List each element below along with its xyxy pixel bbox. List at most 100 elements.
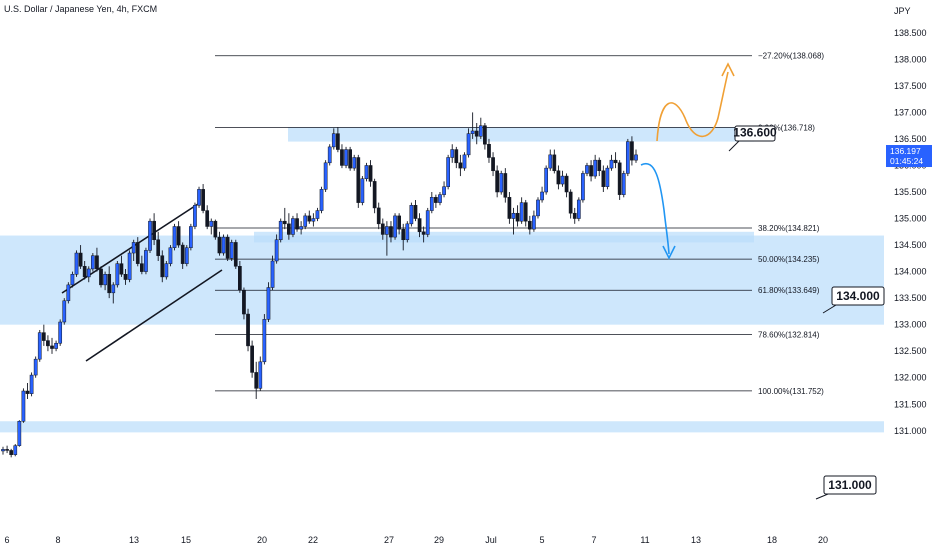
candle-body[interactable] [454, 149, 459, 164]
candle-body[interactable] [613, 159, 618, 164]
candle-body[interactable] [86, 268, 91, 278]
candle-body[interactable] [327, 146, 332, 164]
candle-body[interactable] [491, 157, 495, 172]
candle-body[interactable] [515, 212, 520, 222]
candle-body[interactable] [295, 218, 299, 230]
candle-body[interactable] [213, 220, 218, 238]
candle-body[interactable] [201, 189, 205, 211]
candle-body[interactable] [95, 255, 99, 270]
candle-body[interactable] [372, 181, 377, 209]
candle-body[interactable] [54, 342, 58, 349]
candle-body[interactable] [568, 191, 573, 214]
candle-body[interactable] [340, 149, 344, 166]
candle-body[interactable] [311, 218, 316, 222]
candle-body[interactable] [184, 247, 189, 264]
candle-body[interactable] [160, 255, 165, 278]
candle-body[interactable] [564, 175, 569, 193]
candle-body[interactable] [348, 149, 352, 169]
candle-body[interactable] [41, 332, 46, 341]
candle-body[interactable] [503, 173, 508, 198]
candle-body[interactable] [90, 255, 95, 270]
candle-body[interactable] [319, 189, 324, 211]
candle-body[interactable] [434, 197, 438, 203]
callout-box[interactable] [734, 125, 776, 142]
candle-body[interactable] [278, 220, 283, 241]
candle-body[interactable] [225, 236, 230, 259]
candle-body[interactable] [519, 202, 524, 222]
candle-body[interactable] [609, 159, 614, 169]
candle-body[interactable] [209, 220, 214, 227]
candle-body[interactable] [523, 202, 528, 222]
candle-body[interactable] [193, 205, 197, 227]
candle-body[interactable] [303, 215, 308, 227]
candle-body[interactable] [164, 263, 169, 278]
candle-body[interactable] [581, 173, 585, 201]
callout-box[interactable] [831, 286, 885, 306]
candle-body[interactable] [605, 167, 610, 187]
candle-body[interactable] [287, 223, 291, 235]
candle-body[interactable] [536, 199, 540, 217]
candle-body[interactable] [9, 450, 14, 455]
candle-body[interactable] [499, 173, 504, 193]
candle-body[interactable] [62, 300, 67, 323]
candle-body[interactable] [82, 266, 87, 278]
candle-body[interactable] [168, 247, 173, 264]
candle-body[interactable] [470, 130, 475, 134]
candle-body[interactable] [197, 189, 201, 206]
channel-lower-line[interactable] [85, 269, 223, 362]
projection-down-path[interactable] [640, 162, 670, 255]
candle-body[interactable] [511, 212, 516, 219]
candle-body[interactable] [21, 390, 26, 422]
candle-body[interactable] [364, 165, 369, 179]
candle-body[interactable] [585, 165, 589, 174]
candle-body[interactable] [172, 226, 177, 248]
candle-body[interactable] [617, 162, 622, 195]
candle-body[interactable] [507, 197, 512, 219]
candle-body[interactable] [144, 250, 148, 272]
candle-body[interactable] [393, 215, 397, 238]
candle-body[interactable] [397, 215, 401, 230]
candle-body[interactable] [107, 274, 112, 294]
candle-body[interactable] [336, 133, 340, 150]
candle-body[interactable] [630, 141, 634, 161]
candle-body[interactable] [389, 226, 393, 238]
candle-body[interactable] [462, 154, 467, 169]
candle-body[interactable] [483, 125, 487, 145]
candle-body[interactable] [540, 191, 544, 201]
candle-body[interactable] [233, 242, 238, 267]
candle-body[interactable] [376, 207, 381, 225]
candle-body[interactable] [634, 154, 638, 161]
candle-body[interactable] [66, 284, 71, 302]
candle-body[interactable] [421, 231, 426, 235]
candle-body[interactable] [572, 212, 577, 219]
candle-body[interactable] [274, 239, 279, 262]
candle-body[interactable] [5, 449, 9, 451]
candle-body[interactable] [331, 133, 336, 148]
candle-body[interactable] [33, 358, 38, 376]
candle-body[interactable] [291, 218, 295, 235]
candle-body[interactable] [250, 345, 254, 373]
projection-up-path[interactable] [656, 71, 729, 142]
candle-body[interactable] [123, 274, 128, 280]
candle-body[interactable] [552, 154, 557, 172]
candle-body[interactable] [495, 170, 499, 193]
candle-body[interactable] [487, 143, 491, 158]
candle-body[interactable] [205, 210, 210, 227]
candle-body[interactable] [46, 340, 50, 347]
candle-body[interactable] [446, 157, 450, 187]
candle-body[interactable] [425, 210, 430, 235]
zone-resistance[interactable] [288, 127, 754, 142]
callout-box[interactable] [823, 475, 877, 495]
candle-body[interactable] [70, 274, 75, 286]
candle-body[interactable] [103, 274, 107, 286]
candle-body[interactable] [262, 319, 267, 363]
candle-body[interactable] [621, 173, 626, 195]
candle-body[interactable] [478, 125, 483, 137]
candle-body[interactable] [189, 226, 193, 248]
candle-body[interactable] [29, 374, 34, 394]
candle-body[interactable] [221, 236, 226, 254]
candle-body[interactable] [356, 157, 361, 203]
candle-body[interactable] [593, 159, 598, 177]
candle-body[interactable] [466, 133, 471, 156]
candle-body[interactable] [413, 205, 418, 219]
